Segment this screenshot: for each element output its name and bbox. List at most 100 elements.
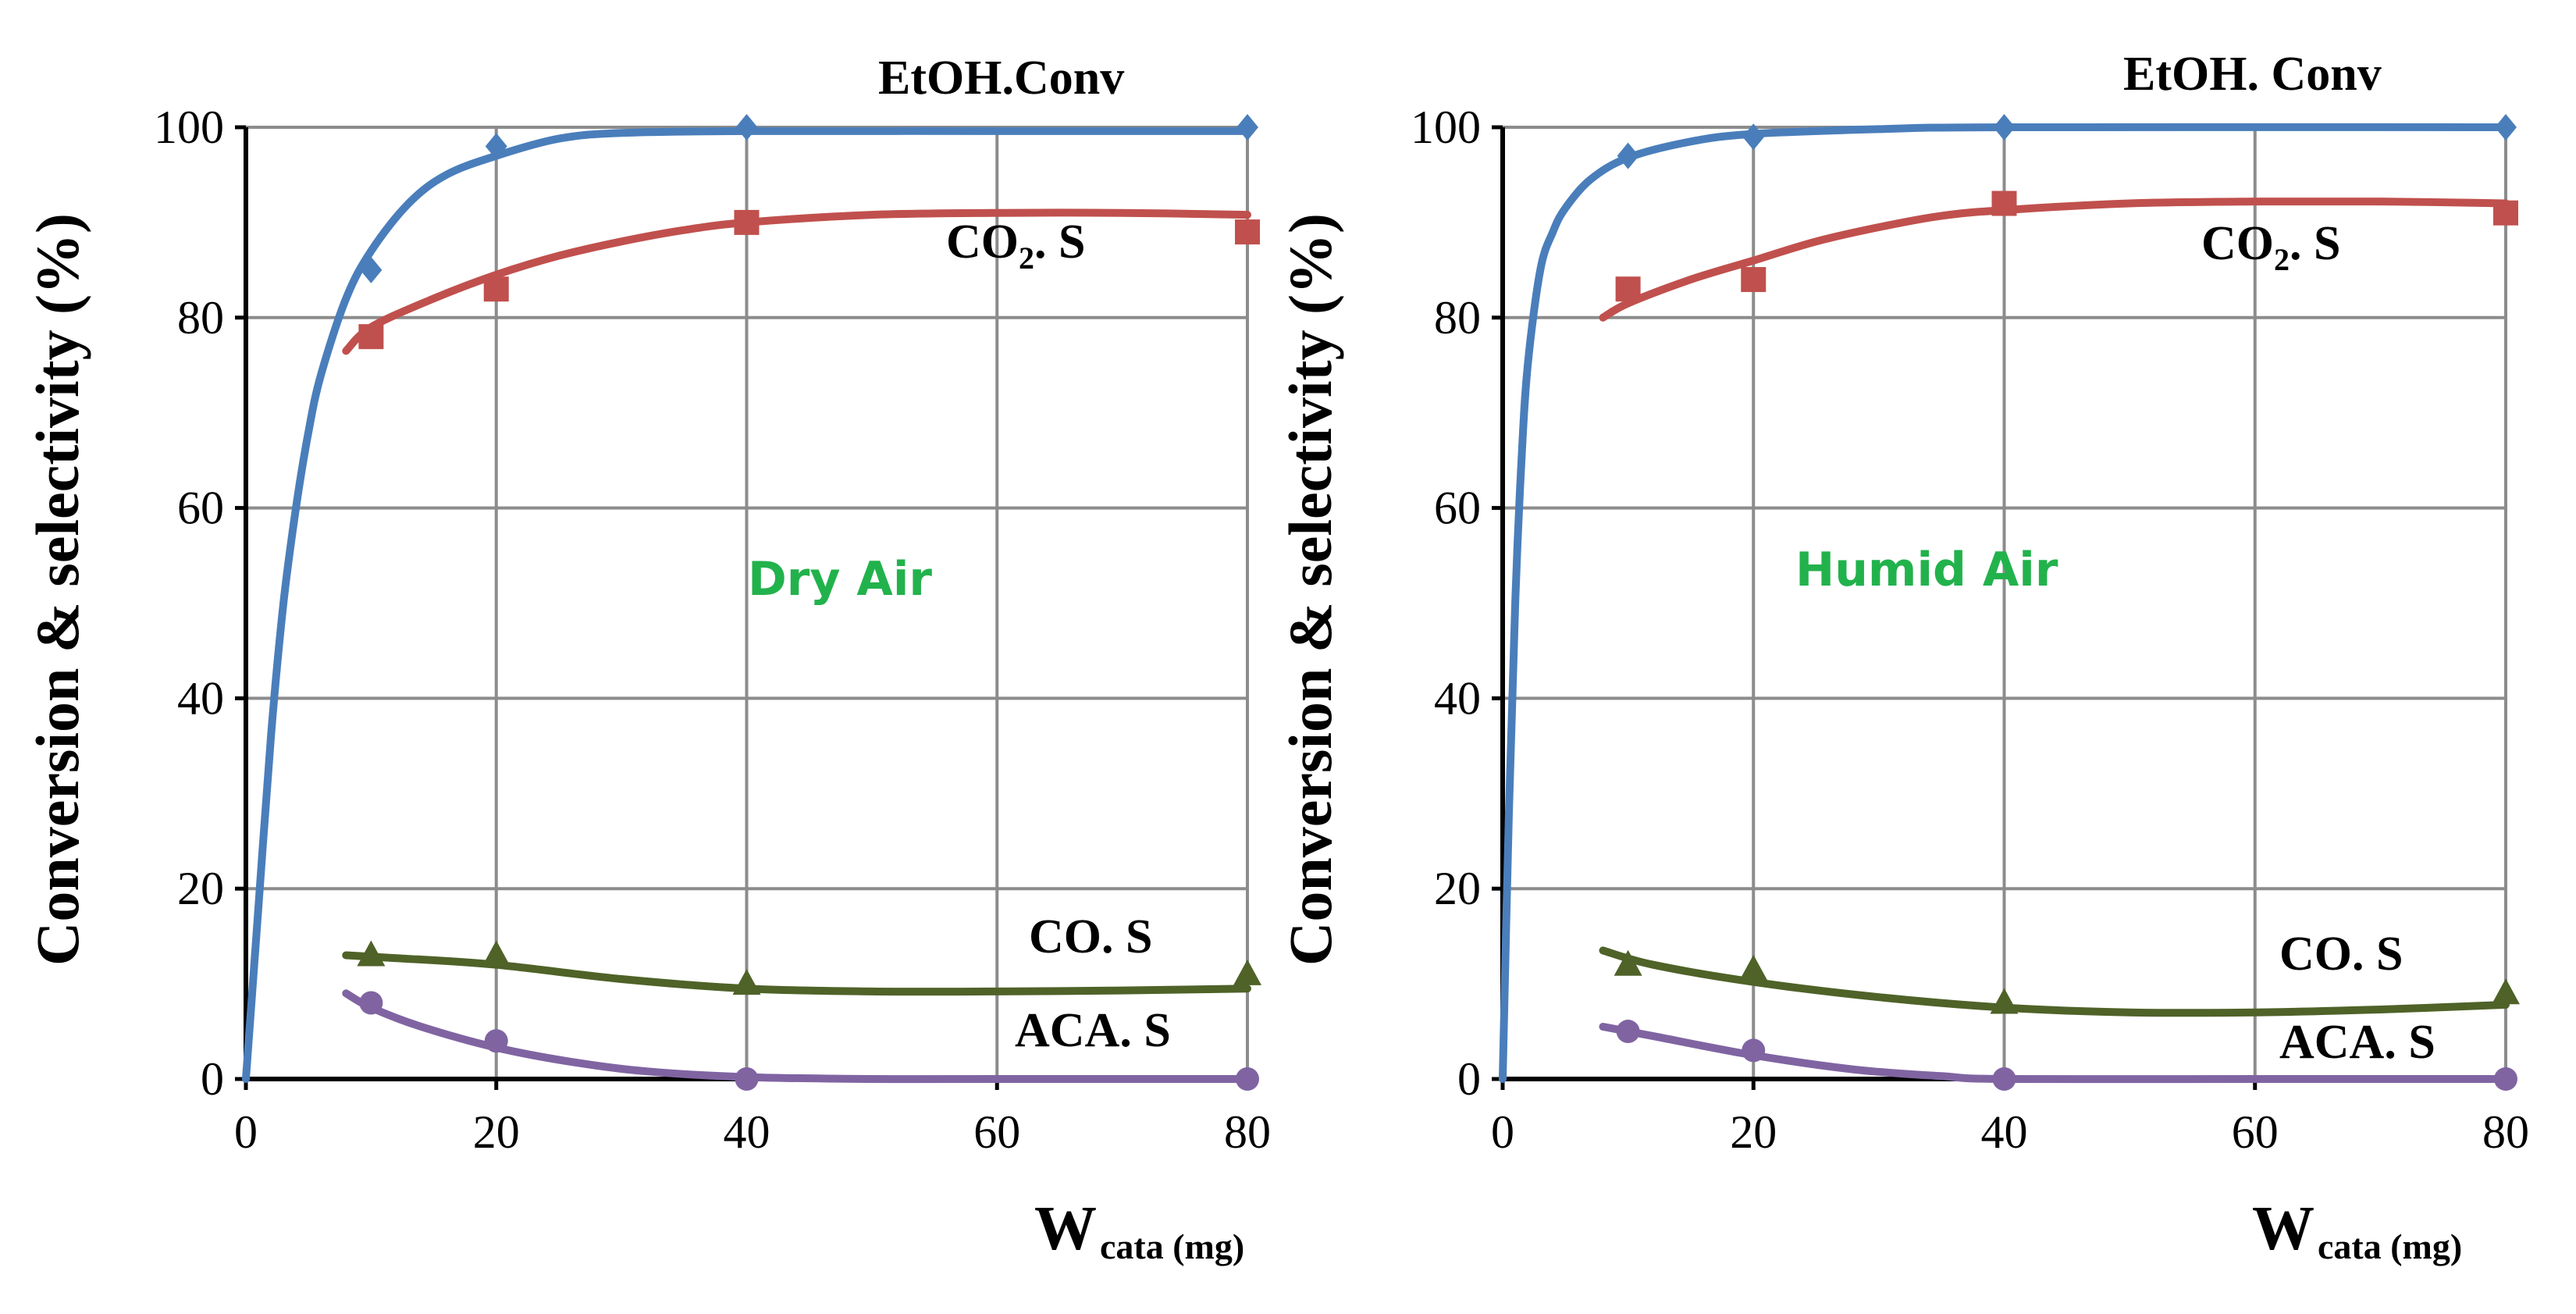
- x-tick-label: 0: [234, 1106, 258, 1158]
- etoh-series-label-main: EtOH. Conv: [2123, 48, 2382, 101]
- co-fit-curve: [1599, 946, 2510, 1017]
- etoh-data-point: [1236, 114, 1258, 141]
- chart-panel-dry-air: 0 20 40 60 80 0 20 40 60 80 100 Conversion & selec…: [23, 52, 1271, 1266]
- x-axis-label: Wcata (mg): [2252, 1195, 2462, 1266]
- co2-series-label-main: CO: [2201, 217, 2274, 270]
- aca-fit-curve: [1599, 1023, 2510, 1084]
- y-axis-label: Conversion & selectivity (%): [1276, 213, 1344, 966]
- co-data-point: [1990, 988, 2019, 1014]
- tick-labels: 0 20 40 60 80 0 20 40 60 80 100: [1411, 101, 2529, 1158]
- condition-label: Humid Air: [1795, 543, 2058, 597]
- tick-labels: 0 20 40 60 80 0 20 40 60 80 100: [154, 101, 1271, 1158]
- aca-data-point: [1616, 1020, 1640, 1044]
- co-data-point: [1233, 959, 1261, 985]
- y-tick-label: 40: [1434, 672, 1481, 724]
- x-axis-label-main: W: [2252, 1195, 2314, 1263]
- co-fit-curve: [342, 951, 1251, 996]
- data-markers: [1614, 114, 2520, 1091]
- y-tick-label: 40: [177, 672, 224, 724]
- x-tick-label: 60: [973, 1106, 1020, 1158]
- aca-series-label-main: ACA. S: [1015, 1004, 1171, 1057]
- aca-data-point: [1236, 1067, 1259, 1091]
- co2-data-point: [1741, 267, 1767, 293]
- etoh-fit-curve: [1499, 123, 2510, 1083]
- etoh-series-label-main: EtOH.Conv: [878, 52, 1124, 105]
- x-tick-label: 80: [1224, 1106, 1271, 1158]
- co-series-label: CO. S: [1029, 910, 1152, 963]
- y-tick-label: 80: [177, 292, 224, 344]
- x-tick-label: 60: [2232, 1106, 2279, 1158]
- co2-series-label-tail: . S: [1034, 215, 1085, 269]
- aca-series-label: ACA. S: [1015, 1004, 1171, 1057]
- co-data-point: [2492, 978, 2520, 1005]
- x-axis-label: Wcata (mg): [1034, 1195, 1244, 1266]
- co2-series-label: CO2. S: [946, 215, 1085, 276]
- x-axis-label-sub: cata (mg): [1100, 1227, 1244, 1266]
- y-tick-label: 20: [177, 863, 224, 914]
- etoh-data-point: [1993, 114, 2016, 141]
- x-tick-label: 40: [1981, 1106, 2028, 1158]
- x-tick-label: 80: [2482, 1106, 2529, 1158]
- aca-data-point: [484, 1029, 508, 1053]
- co2-series-label-main: CO: [946, 215, 1019, 269]
- etoh-data-point: [1742, 123, 1765, 151]
- co2-data-point: [734, 209, 760, 235]
- etoh-data-point: [485, 133, 507, 160]
- co-data-point: [357, 940, 386, 967]
- etoh-data-point: [2495, 114, 2517, 141]
- aca-data-point: [2494, 1067, 2517, 1091]
- x-tick-label: 20: [473, 1106, 520, 1158]
- x-tick-label: 40: [724, 1106, 770, 1158]
- fit-curves: [242, 126, 1251, 1084]
- etoh-data-point: [360, 256, 382, 283]
- chart-panel-humid-air: 0 20 40 60 80 0 20 40 60 80 100 Conversion & selec…: [1276, 48, 2529, 1266]
- aca-data-point: [735, 1067, 759, 1091]
- x-axis-label-main: W: [1034, 1195, 1097, 1263]
- condition-label: Dry Air: [748, 552, 932, 607]
- co-series-label-main: CO. S: [2279, 928, 2403, 981]
- etoh-data-point: [1617, 142, 1639, 169]
- y-tick-label: 60: [177, 483, 224, 534]
- co2-fit-curve: [1599, 197, 2510, 322]
- y-tick-label: 80: [1434, 292, 1481, 344]
- co2-data-point: [483, 276, 509, 302]
- co2-series-label-tail: . S: [2290, 217, 2340, 270]
- etoh-data-point: [735, 114, 758, 141]
- etoh-series-label: EtOH.Conv: [878, 52, 1124, 105]
- y-tick-label: 100: [154, 101, 224, 153]
- y-tick-label: 0: [1457, 1053, 1481, 1105]
- fit-curves: [1499, 123, 2510, 1084]
- y-tick-label: 20: [1434, 863, 1481, 914]
- y-axis-label: Conversion & selectivity (%): [23, 213, 91, 966]
- y-tick-label: 0: [201, 1053, 224, 1105]
- co-data-point: [1739, 954, 1768, 981]
- co2-series-label-sub: 2: [2274, 242, 2290, 277]
- x-tick-label: 20: [1730, 1106, 1777, 1158]
- co-series-label: CO. S: [2279, 928, 2403, 981]
- data-markers: [357, 114, 1261, 1091]
- co2-data-point: [2493, 200, 2518, 226]
- aca-data-point: [1992, 1067, 2016, 1091]
- co2-data-point: [358, 324, 384, 350]
- co2-series-label: CO2. S: [2201, 217, 2340, 277]
- x-axis-label-sub: cata (mg): [2318, 1227, 2462, 1266]
- co-data-point: [482, 940, 511, 967]
- y-tick-label: 60: [1434, 483, 1481, 534]
- aca-data-point: [1742, 1038, 1766, 1063]
- co-data-point: [732, 969, 761, 995]
- co2-fit-curve: [342, 208, 1251, 355]
- etoh-series-label: EtOH. Conv: [2123, 48, 2382, 101]
- co-series-label-main: CO. S: [1029, 910, 1152, 963]
- co-data-point: [1614, 949, 1642, 976]
- aca-data-point: [359, 991, 383, 1015]
- co2-data-point: [1235, 219, 1260, 245]
- x-tick-label: 0: [1491, 1106, 1514, 1158]
- co2-data-point: [1991, 191, 2017, 216]
- co2-data-point: [1615, 276, 1641, 302]
- aca-series-label: ACA. S: [2279, 1016, 2435, 1069]
- etoh-fit-curve: [242, 126, 1251, 1083]
- y-tick-label: 100: [1411, 101, 1481, 153]
